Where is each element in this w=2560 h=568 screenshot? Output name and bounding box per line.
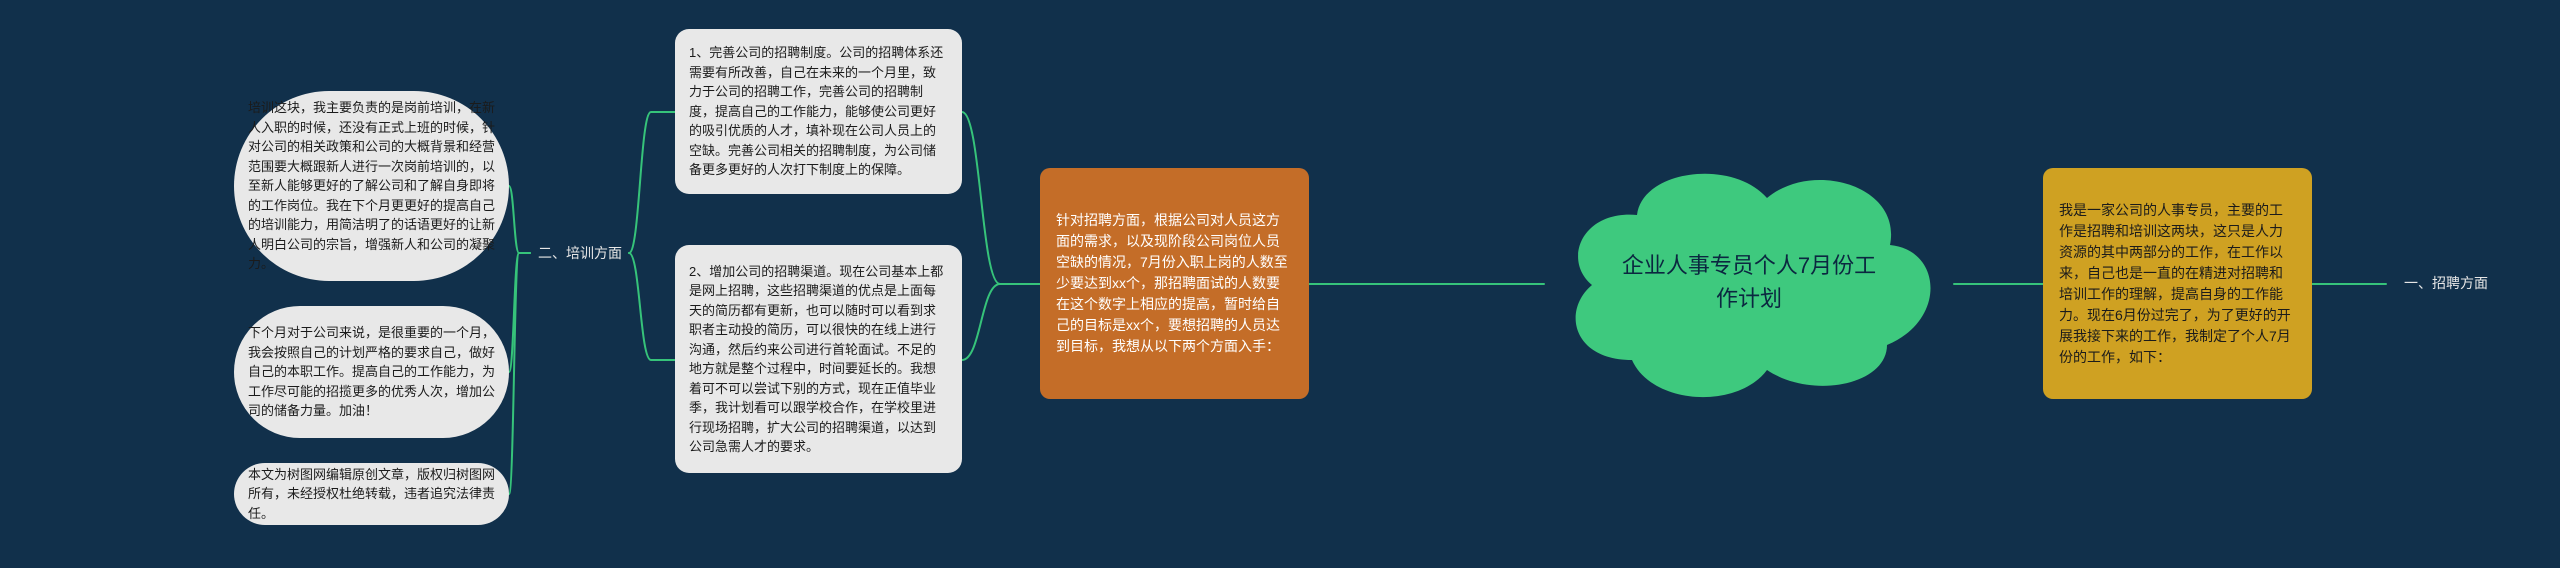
node-text: 1、完善公司的招聘制度。公司的招聘体系还需要有所改善，自己在未来的一个月里，致力… (689, 43, 948, 180)
node-text: 培训这块，我主要负责的是岗前培训，在新人入职的时候，还没有正式上班的时候，针对公… (248, 98, 495, 274)
node-text: 下个月对于公司来说，是很重要的一个月，我会按照自己的计划严格的要求自己，做好自己… (248, 323, 495, 421)
node-right-leaf: 一、招聘方面 (2386, 272, 2506, 294)
node-mid-1: 1、完善公司的招聘制度。公司的招聘体系还需要有所改善，自己在未来的一个月里，致力… (675, 29, 962, 194)
node-mid-2: 2、增加公司的招聘渠道。现在公司基本上都是网上招聘，这些招聘渠道的优点是上面每天… (675, 245, 962, 473)
node-right-intro: 我是一家公司的人事专员，主要的工作是招聘和培训这两块，这只是人力资源的其中两部分… (2043, 168, 2312, 399)
node-text: 针对招聘方面，根据公司对人员这方面的需求，以及现阶段公司岗位人员空缺的情况，7月… (1056, 210, 1293, 357)
center-title: 企业人事专员个人7月份工作计划 (1542, 249, 1956, 315)
node-section-2: 二、培训方面 (530, 242, 630, 264)
node-far-2: 下个月对于公司来说，是很重要的一个月，我会按照自己的计划严格的要求自己，做好自己… (234, 306, 509, 438)
center-cloud: 企业人事专员个人7月份工作计划 (1542, 150, 1956, 414)
node-text: 二、培训方面 (530, 243, 630, 264)
node-far-1: 培训这块，我主要负责的是岗前培训，在新人入职的时候，还没有正式上班的时候，针对公… (234, 91, 509, 281)
node-far-3: 本文为树图网编辑原创文章，版权归树图网所有，未经授权杜绝转载，违者追究法律责任。 (234, 463, 509, 525)
node-left-intro: 针对招聘方面，根据公司对人员这方面的需求，以及现阶段公司岗位人员空缺的情况，7月… (1040, 168, 1309, 399)
node-text: 本文为树图网编辑原创文章，版权归树图网所有，未经授权杜绝转载，违者追究法律责任。 (248, 465, 495, 524)
node-text: 我是一家公司的人事专员，主要的工作是招聘和培训这两块，这只是人力资源的其中两部分… (2059, 200, 2296, 368)
node-text: 一、招聘方面 (2386, 273, 2506, 294)
node-text: 2、增加公司的招聘渠道。现在公司基本上都是网上招聘，这些招聘渠道的优点是上面每天… (689, 262, 948, 457)
